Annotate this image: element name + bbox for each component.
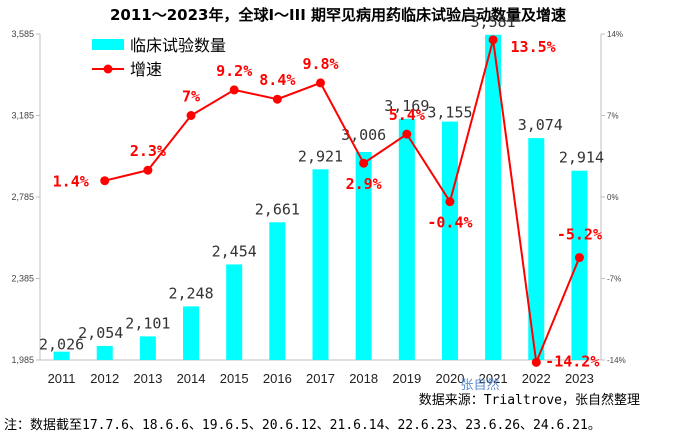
legend-line-label: 增速 xyxy=(130,60,162,79)
y-left-tick-label: 3,585 xyxy=(11,29,34,39)
growth-data-label: 13.5% xyxy=(511,38,556,56)
bar xyxy=(441,121,458,360)
growth-data-label: 9.2% xyxy=(216,62,252,80)
y-right-tick-label: -7% xyxy=(607,275,621,284)
bar-data-label: 3,074 xyxy=(518,116,563,134)
growth-data-label: 2.3% xyxy=(130,142,166,160)
growth-point xyxy=(574,253,584,263)
x-axis: 2011 2012 2013 2014 2015 2016 2017 2018 2019 2020… xyxy=(48,371,594,386)
growth-line xyxy=(104,39,581,367)
bar-data-label: 2,054 xyxy=(78,324,123,342)
bar-data-label: 2,248 xyxy=(168,284,213,302)
x-tick-label: 2019 xyxy=(392,371,421,386)
bar xyxy=(355,151,372,360)
y-right-tick-label: 7% xyxy=(607,112,619,121)
growth-point xyxy=(359,158,369,168)
y-left-tick-label: 2,385 xyxy=(11,274,34,284)
bar xyxy=(571,170,588,360)
y-right-axis: -14% -7% 0% 7% 14% xyxy=(601,30,626,365)
x-tick-label: 2021 xyxy=(479,371,508,386)
bar xyxy=(96,345,113,360)
legend-bar-label: 临床试验数量 xyxy=(130,36,226,55)
growth-data-label: 1.4% xyxy=(53,173,89,191)
x-tick-label: 2023 xyxy=(565,371,594,386)
x-tick-label: 2013 xyxy=(133,371,162,386)
y-left-tick-label: 2,785 xyxy=(11,192,34,202)
bar-data-label: 3,581 xyxy=(471,13,516,31)
growth-data-label: -5.2% xyxy=(557,226,602,244)
growth-point xyxy=(229,85,239,95)
bar-data-label: 3,155 xyxy=(427,104,472,122)
growth-point xyxy=(445,197,455,207)
y-left-axis: 1,985 2,385 2,785 3,185 3,585 xyxy=(11,29,40,365)
bar xyxy=(528,138,545,360)
y-left-tick-label: 1,985 xyxy=(11,355,34,365)
bar-data-label: 3,169 xyxy=(384,97,429,115)
growth-data-label: 5.4% xyxy=(389,106,425,124)
bar xyxy=(269,222,286,360)
x-tick-label: 2022 xyxy=(522,371,551,386)
bar-data-label: 2,661 xyxy=(255,200,300,218)
growth-point xyxy=(531,357,541,367)
bar xyxy=(53,351,70,360)
bar xyxy=(485,34,502,360)
growth-data-label: 9.8% xyxy=(302,55,338,73)
bar-data-label: 2,454 xyxy=(212,242,257,260)
y-right-tick-label: 0% xyxy=(607,193,619,202)
growth-point xyxy=(186,111,196,120)
growth-data-label: 2.9% xyxy=(346,175,382,193)
watermark: 张自然 xyxy=(460,377,499,393)
bar xyxy=(312,169,329,360)
x-tick-label: 2018 xyxy=(349,371,378,386)
bar xyxy=(398,118,415,360)
growth-point xyxy=(100,176,110,186)
bar-series xyxy=(53,34,588,360)
footnote: 注：数据截至17.7.6、18.6.6、19.6.5、20.6.12、21.6.… xyxy=(4,418,601,433)
bar-data-label: 2,921 xyxy=(298,147,343,165)
x-tick-label: 2015 xyxy=(220,371,249,386)
growth-data-label: -0.4% xyxy=(427,214,472,232)
growth-data-label: 7% xyxy=(182,88,200,106)
x-tick-label: 2016 xyxy=(263,371,292,386)
growth-data-labels: 1.4% 2.3% 7% 9.2% 8.4% 9.8% 2.9% 5.4% -0.4% 13.5%… xyxy=(53,38,602,371)
y-right-tick-label: 14% xyxy=(607,30,623,39)
x-tick-label: 2012 xyxy=(90,371,119,386)
legend-bar-swatch xyxy=(92,39,124,50)
legend: 临床试验数量 增速 xyxy=(92,36,226,79)
bar-data-label: 2,026 xyxy=(39,336,84,354)
chart-title: 2011～2023年，全球I～III 期罕见病用药临床试验启动数量及增速 xyxy=(110,6,566,24)
bar xyxy=(226,264,243,360)
growth-point xyxy=(488,35,498,45)
growth-data-label: -14.2% xyxy=(545,352,599,370)
bar-data-label: 3,006 xyxy=(341,126,386,144)
x-tick-label: 2011 xyxy=(48,371,76,386)
bar xyxy=(183,306,200,360)
growth-point xyxy=(272,94,282,104)
growth-point xyxy=(316,78,325,88)
x-tick-label: 2014 xyxy=(177,371,206,386)
growth-point xyxy=(402,129,412,139)
growth-data-label: 8.4% xyxy=(259,71,295,89)
legend-line-marker xyxy=(103,64,113,74)
x-tick-label: 2017 xyxy=(306,371,335,386)
y-left-tick-label: 3,185 xyxy=(11,111,34,121)
bar-data-label: 2,101 xyxy=(125,314,170,332)
bar-data-label: 2,914 xyxy=(559,149,604,167)
x-tick-label: 2020 xyxy=(436,371,465,386)
source-text: 数据来源：Trialtrove，张自然整理 xyxy=(419,392,640,408)
bar xyxy=(139,336,156,360)
y-right-tick-label: -14% xyxy=(607,356,626,365)
growth-point xyxy=(143,165,153,175)
growth-line-series xyxy=(100,35,584,367)
